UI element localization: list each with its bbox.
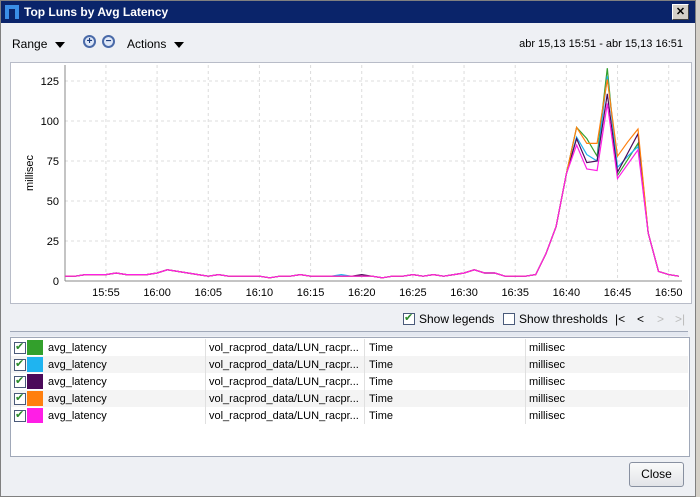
divider <box>205 390 206 407</box>
x-tick-label: 16:50 <box>655 287 683 299</box>
unit-cell: millisec <box>529 393 566 405</box>
x-tick-label: 16:30 <box>450 287 478 299</box>
divider <box>205 356 206 373</box>
table-row: avg_latency vol_racprod_data/LUN_racpr..… <box>11 390 688 407</box>
title-bar[interactable]: Top Luns by Avg Latency ✕ <box>1 1 695 23</box>
latency-chart: millisec 0 25 50 75 100 125 15:55 16:00 16:05 16:… <box>24 65 683 299</box>
object-cell: vol_racprod_data/LUN_racpr... <box>209 410 359 422</box>
chevron-down-icon <box>55 41 66 48</box>
series-line-5 <box>65 103 679 279</box>
x-tick-label: 16:35 <box>501 287 529 299</box>
x-tick-label: 16:20 <box>348 287 376 299</box>
metric-cell: avg_latency <box>48 359 107 371</box>
range-dropdown[interactable]: Range <box>12 37 66 51</box>
close-button[interactable]: Close <box>629 462 684 487</box>
series-checkbox[interactable] <box>14 391 26 405</box>
next-page-button[interactable]: > <box>657 312 665 326</box>
y-tick-label: 25 <box>47 236 59 248</box>
metric-cell: avg_latency <box>48 410 107 422</box>
x-tick-label: 16:45 <box>604 287 632 299</box>
divider <box>205 339 206 356</box>
y-tick-label: 125 <box>41 76 59 88</box>
range-label: Range <box>12 37 48 51</box>
type-cell: Time <box>369 359 394 371</box>
divider <box>364 390 365 407</box>
checkbox[interactable] <box>403 311 415 325</box>
app-logo-icon <box>5 5 19 19</box>
close-icon[interactable]: ✕ <box>672 4 689 20</box>
show-thresholds-label: Show thresholds <box>519 312 608 326</box>
series-checkbox[interactable] <box>14 374 26 388</box>
type-cell: Time <box>369 376 394 388</box>
divider <box>364 339 365 356</box>
series-color-swatch <box>27 340 43 355</box>
metric-cell: avg_latency <box>48 376 107 388</box>
metric-cell: avg_latency <box>48 393 107 405</box>
x-tick-label: 16:00 <box>143 287 171 299</box>
divider <box>364 373 365 390</box>
divider <box>364 407 365 424</box>
divider <box>525 339 526 356</box>
show-legends-checkbox[interactable]: Show legends <box>403 311 495 326</box>
divider <box>205 407 206 424</box>
x-tick-label: 16:25 <box>399 287 427 299</box>
splitter-handle[interactable] <box>10 331 688 336</box>
series-color-swatch <box>27 357 43 372</box>
object-cell: vol_racprod_data/LUN_racpr... <box>209 359 359 371</box>
chart-panel: millisec 0 25 50 75 100 125 15:55 16:00 16:05 16:… <box>10 62 692 304</box>
zoom-in-icon[interactable]: + <box>83 35 96 48</box>
chevron-down-icon <box>174 41 185 48</box>
series-checkbox[interactable] <box>14 340 26 354</box>
x-tick-label: 16:05 <box>194 287 222 299</box>
x-tick-label: 15:55 <box>92 287 120 299</box>
y-tick-label: 100 <box>41 116 59 128</box>
series-color-swatch <box>27 408 43 423</box>
legend-table: avg_latency vol_racprod_data/LUN_racpr..… <box>10 337 690 457</box>
unit-cell: millisec <box>529 410 566 422</box>
object-cell: vol_racprod_data/LUN_racpr... <box>209 393 359 405</box>
y-tick-label: 0 <box>53 276 59 288</box>
series-checkbox[interactable] <box>14 357 26 371</box>
y-tick-label: 50 <box>47 196 59 208</box>
table-row: avg_latency vol_racprod_data/LUN_racpr..… <box>11 407 688 424</box>
object-cell: vol_racprod_data/LUN_racpr... <box>209 376 359 388</box>
divider <box>364 356 365 373</box>
show-thresholds-checkbox[interactable]: Show thresholds <box>503 312 608 326</box>
unit-cell: millisec <box>529 359 566 371</box>
checkbox[interactable] <box>503 313 515 325</box>
y-axis-label: millisec <box>24 154 36 191</box>
show-legends-label: Show legends <box>419 312 495 326</box>
divider <box>525 407 526 424</box>
y-tick-label: 75 <box>47 156 59 168</box>
x-tick-label: 16:40 <box>553 287 581 299</box>
divider <box>205 373 206 390</box>
series-color-swatch <box>27 374 43 389</box>
prev-page-button[interactable]: < <box>637 312 645 326</box>
series-checkbox[interactable] <box>14 408 26 422</box>
unit-cell: millisec <box>529 342 566 354</box>
table-row: avg_latency vol_racprod_data/LUN_racpr..… <box>11 373 688 390</box>
metric-cell: avg_latency <box>48 342 107 354</box>
divider <box>525 373 526 390</box>
x-tick-label: 16:10 <box>246 287 274 299</box>
last-page-button[interactable]: >| <box>675 312 686 326</box>
unit-cell: millisec <box>529 376 566 388</box>
table-row: avg_latency vol_racprod_data/LUN_racpr..… <box>11 339 688 356</box>
first-page-button[interactable]: |< <box>615 312 626 326</box>
x-tick-label: 16:15 <box>297 287 325 299</box>
table-row: avg_latency vol_racprod_data/LUN_racpr..… <box>11 356 688 373</box>
actions-dropdown[interactable]: Actions <box>127 37 185 51</box>
window-title: Top Luns by Avg Latency <box>24 5 169 19</box>
date-range: abr 15,13 15:51 - abr 15,13 16:51 <box>519 38 683 50</box>
zoom-out-icon[interactable]: − <box>102 35 115 48</box>
type-cell: Time <box>369 410 394 422</box>
type-cell: Time <box>369 393 394 405</box>
series-color-swatch <box>27 391 43 406</box>
object-cell: vol_racprod_data/LUN_racpr... <box>209 342 359 354</box>
divider <box>525 356 526 373</box>
actions-label: Actions <box>127 37 167 51</box>
divider <box>525 390 526 407</box>
type-cell: Time <box>369 342 394 354</box>
